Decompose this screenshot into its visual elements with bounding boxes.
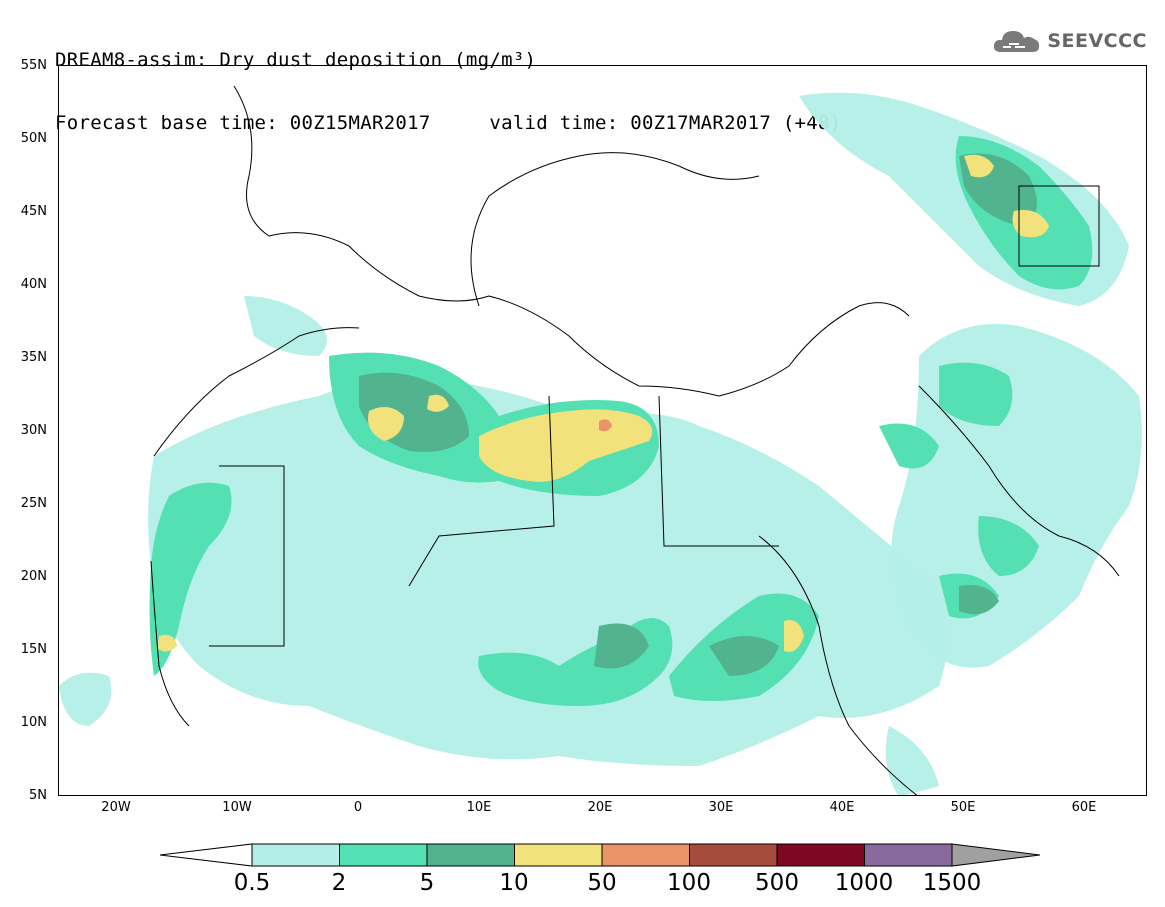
lon-label-10w: 10W [222,800,252,815]
dust-map [59,85,1142,795]
lon-label-20e: 20E [587,800,613,815]
colorbar-label-1500: 1500 [922,870,982,896]
title-line-2: Forecast base time: 00Z15MAR2017 valid t… [55,112,842,134]
lat-label-15n: 15N [20,642,47,657]
lat-label-20n: 20N [20,569,47,584]
colorbar-label-5: 5 [419,870,435,896]
colorbar-bin-6 [776,843,865,867]
colorbar-label-2: 2 [331,870,347,896]
colorbar-low-arrow [159,843,253,867]
colorbar-label-100: 100 [667,870,711,896]
colorbar-bin-1 [339,843,428,867]
lon-label-0: 0 [353,800,363,815]
lat-label-40n: 40N [20,277,47,292]
colorbar-high-arrow [951,843,1041,867]
dust-level-5 [359,153,1037,676]
lon-label-40e: 40E [829,800,855,815]
lon-label-30e: 30E [708,800,734,815]
colorbar-bin-0 [251,843,340,867]
colorbar-bin-7 [864,843,953,867]
colorbar-bin-5 [689,843,778,867]
colorbar-label-500: 500 [755,870,799,896]
colorbar-label-50: 50 [587,870,617,896]
colorbar-bin-4 [601,843,690,867]
lon-label-50e: 50E [950,800,976,815]
colorbar-bin-3 [514,843,603,867]
cloud-icon [994,31,1040,52]
lat-label-5n: 5N [29,788,47,803]
colorbar [159,842,1041,872]
lon-label-60e: 60E [1071,800,1097,815]
lat-label-25n: 25N [20,496,47,511]
chart-title: DREAM8-assim: Dry dust deposition (mg/m³… [55,8,842,155]
map-borders [150,85,1120,795]
map-plot [58,65,1147,796]
lat-label-45n: 45N [20,204,47,219]
colorbar-svg [159,843,1041,867]
dust-level-50 [599,419,612,432]
lon-label-20w: 20W [101,800,131,815]
lat-label-35n: 35N [20,350,47,365]
lon-label-10e: 10E [466,800,492,815]
seevccc-logo: SEEVCCC [991,26,1147,56]
lat-label-30n: 30N [20,423,47,438]
colorbar-bin-2 [426,843,515,867]
lat-label-50n: 50N [20,131,47,146]
colorbar-label-1000: 1000 [834,870,894,896]
colorbar-label-0-5: 0.5 [233,870,271,896]
lat-label-10n: 10N [20,715,47,730]
logo-text: SEEVCCC [1047,30,1147,52]
colorbar-label-10: 10 [499,870,529,896]
lat-label-55n: 55N [20,58,47,73]
